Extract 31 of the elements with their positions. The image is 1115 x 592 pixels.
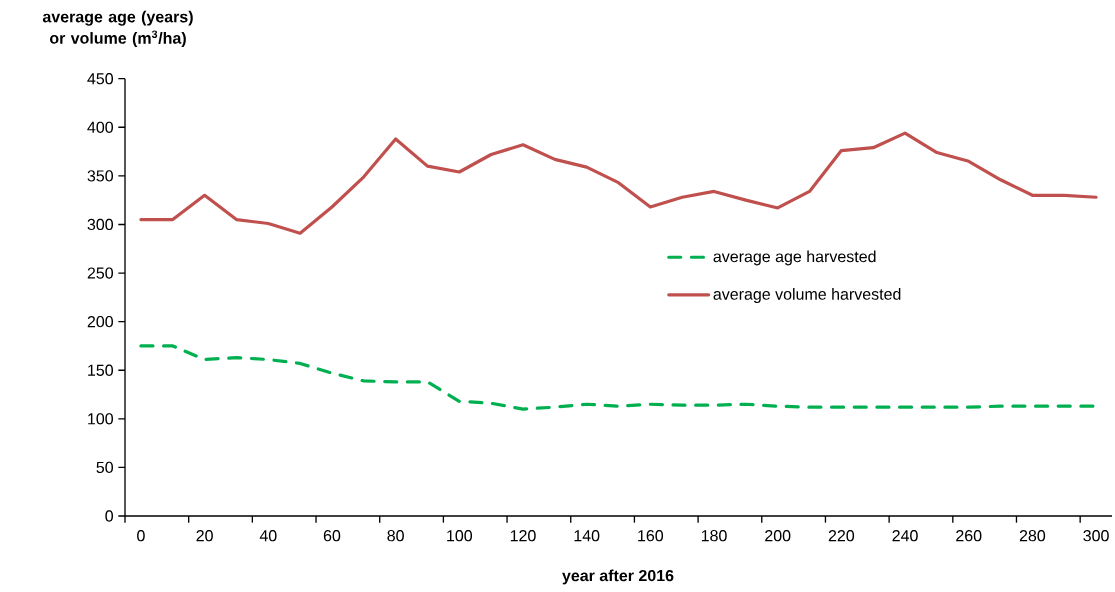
x-tick-label: 280 bbox=[1019, 530, 1046, 542]
x-tick-label: 20 bbox=[196, 530, 213, 542]
y-tick-label: 450 bbox=[87, 73, 114, 85]
y-tick-label: 200 bbox=[87, 315, 114, 328]
x-tick-label: 100 bbox=[447, 530, 473, 542]
y-tick-label: 350 bbox=[87, 170, 114, 182]
x-tick-label: 240 bbox=[892, 530, 918, 542]
x-tick-label: 160 bbox=[638, 530, 664, 542]
y-tick-label: 150 bbox=[88, 364, 114, 376]
y-tick-label: 300 bbox=[87, 218, 114, 231]
x-axis-title: year after 2016 bbox=[562, 569, 674, 585]
x-tick-label: 40 bbox=[259, 530, 277, 542]
y-tick-label: 100 bbox=[88, 413, 114, 425]
x-tick-label: 200 bbox=[765, 530, 791, 542]
y-tick-label: 0 bbox=[105, 510, 114, 522]
x-tick-label: 180 bbox=[701, 530, 727, 542]
x-tick-label: 120 bbox=[510, 530, 536, 542]
x-tick-label: 220 bbox=[828, 530, 855, 542]
x-tick-label: 140 bbox=[574, 530, 600, 542]
x-tick-label: 0 bbox=[137, 530, 145, 542]
x-tick-label: 60 bbox=[323, 530, 341, 542]
y-tick-label: 400 bbox=[87, 121, 114, 133]
x-tick-label: 260 bbox=[956, 530, 982, 542]
legend-label: average volume harvested bbox=[713, 288, 901, 303]
legend-label: average age harvested bbox=[713, 250, 876, 266]
x-tick-label: 80 bbox=[387, 530, 404, 542]
x-tick-label: 300 bbox=[1083, 530, 1109, 542]
y-tick-label: 50 bbox=[96, 461, 114, 474]
y-axis-title: average age (years) or volume (m$^{3}$/ha) bbox=[42, 10, 193, 47]
line-series bbox=[139, 131, 1098, 235]
y-tick-label: 250 bbox=[87, 267, 114, 279]
